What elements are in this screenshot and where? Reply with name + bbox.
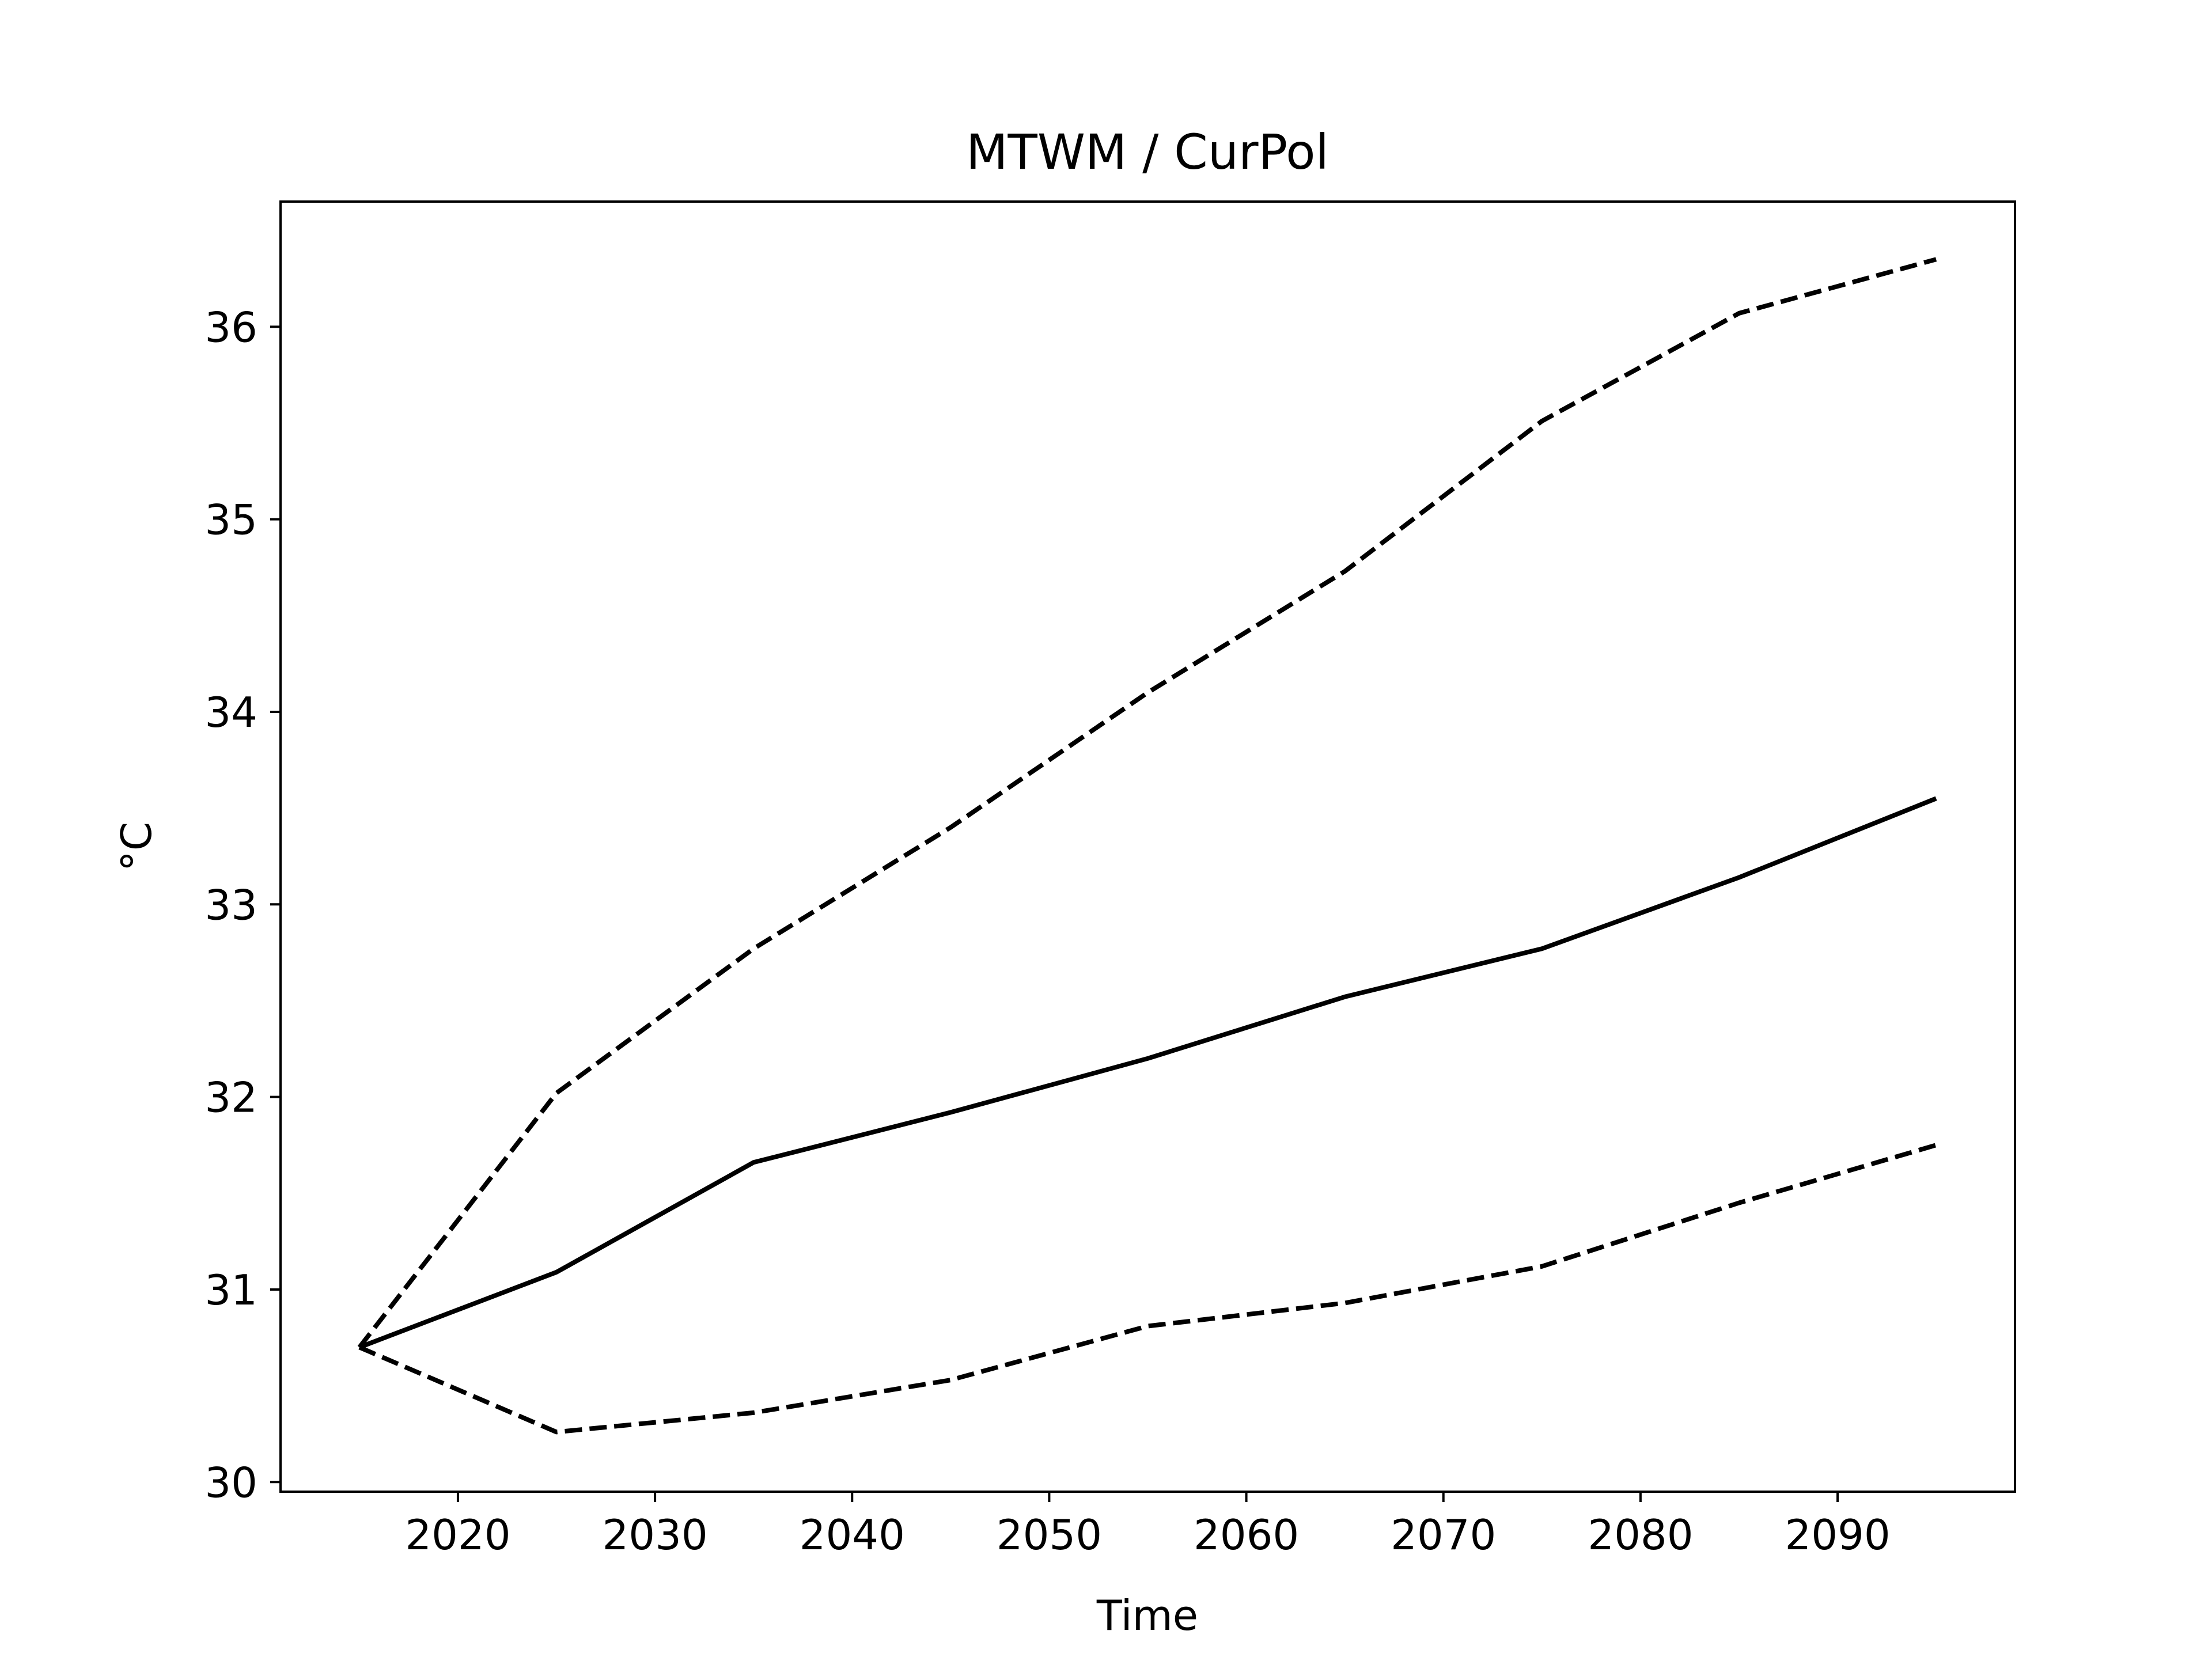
- x-tick-label: 2060: [1194, 1511, 1299, 1559]
- series-line-1-solid: [358, 796, 1937, 1350]
- y-tick-label: 35: [204, 496, 257, 544]
- y-tick-label: 34: [204, 688, 257, 737]
- axes-frame: [279, 200, 2016, 1493]
- y-axis-label: °C: [112, 822, 161, 871]
- y-tick-label: 36: [204, 303, 257, 351]
- series-line-3-dashed: [358, 1143, 1937, 1435]
- x-tick-label: 2090: [1785, 1511, 1890, 1559]
- y-tick-label: 30: [204, 1458, 257, 1507]
- x-tick-label: 2080: [1588, 1511, 1693, 1559]
- series-line-2-dashed: [357, 257, 1937, 1349]
- x-axis-label: Time: [1096, 1591, 1198, 1640]
- chart-title: MTWM / CurPol: [966, 124, 1329, 180]
- y-tick-label: 31: [204, 1266, 257, 1314]
- x-tick-label: 2070: [1391, 1511, 1496, 1559]
- x-tick-label: 2030: [602, 1511, 707, 1559]
- x-tick-label: 2020: [405, 1511, 510, 1559]
- plot-area: [357, 257, 1937, 1435]
- y-tick-label: 33: [204, 881, 257, 929]
- x-tick-label: 2040: [800, 1511, 905, 1559]
- x-tick-label: 2050: [997, 1511, 1102, 1559]
- x-axis: 2020 2030 2040 2050 2060 2070 2080 2090: [405, 1492, 1891, 1559]
- y-axis: 30 31 32 33 34 35 36: [204, 303, 281, 1507]
- y-tick-label: 32: [204, 1074, 257, 1122]
